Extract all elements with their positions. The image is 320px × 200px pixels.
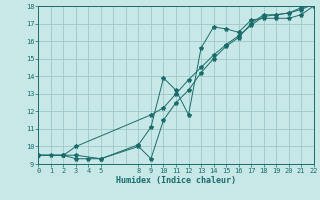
X-axis label: Humidex (Indice chaleur): Humidex (Indice chaleur) xyxy=(116,176,236,185)
